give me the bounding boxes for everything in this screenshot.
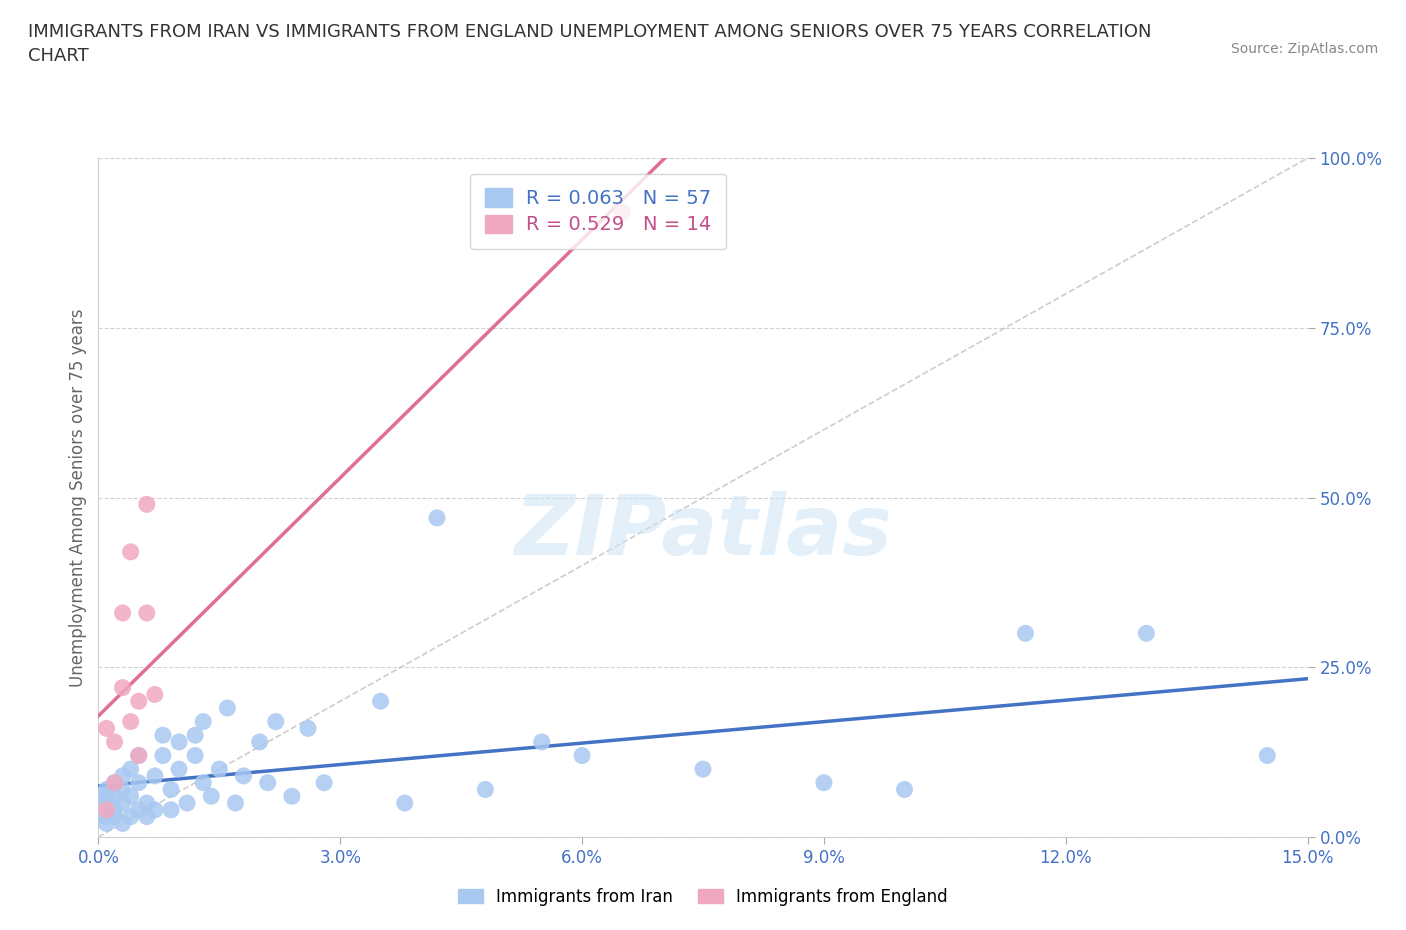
Point: [120, 809, 142, 824]
Point: [96, 796, 118, 811]
Point: [128, 776, 150, 790]
Text: Source: ZipAtlas.com: Source: ZipAtlas.com: [1230, 42, 1378, 56]
Point: [314, 776, 336, 790]
Point: [111, 816, 134, 830]
Point: [692, 762, 714, 777]
Point: [370, 694, 392, 709]
Point: [143, 687, 166, 702]
Point: [167, 762, 190, 777]
Point: [96, 816, 118, 830]
Point: [135, 497, 157, 512]
Point: [208, 762, 231, 777]
Legend: R = 0.063   N = 57, R = 0.529   N = 14: R = 0.063 N = 57, R = 0.529 N = 14: [470, 174, 725, 248]
Point: [120, 789, 142, 804]
Point: [96, 782, 118, 797]
Point: [612, 205, 634, 219]
Point: [264, 714, 287, 729]
Point: [128, 748, 150, 763]
Point: [281, 789, 304, 804]
Point: [143, 803, 166, 817]
Text: ZIPatlas: ZIPatlas: [515, 491, 891, 572]
Point: [193, 776, 215, 790]
Point: [103, 809, 125, 824]
Point: [176, 796, 198, 811]
Point: [160, 782, 183, 797]
Legend: Immigrants from Iran, Immigrants from England: Immigrants from Iran, Immigrants from En…: [451, 881, 955, 912]
Point: [1256, 748, 1278, 763]
Point: [152, 727, 174, 742]
Point: [232, 768, 254, 783]
Point: [135, 796, 157, 811]
Point: [571, 748, 593, 763]
Point: [143, 768, 166, 783]
Point: [135, 809, 157, 824]
Text: IMMIGRANTS FROM IRAN VS IMMIGRANTS FROM ENGLAND UNEMPLOYMENT AMONG SENIORS OVER : IMMIGRANTS FROM IRAN VS IMMIGRANTS FROM …: [28, 23, 1152, 65]
Point: [103, 735, 125, 750]
Point: [135, 605, 157, 620]
Point: [111, 796, 134, 811]
Point: [193, 714, 215, 729]
Point: [530, 735, 553, 750]
Point: [160, 803, 183, 817]
Point: [184, 748, 207, 763]
Point: [128, 694, 150, 709]
Point: [96, 789, 118, 804]
Point: [96, 803, 118, 817]
Point: [103, 803, 125, 817]
Point: [426, 511, 449, 525]
Point: [111, 768, 134, 783]
Point: [103, 776, 125, 790]
Point: [1135, 626, 1157, 641]
Point: [184, 727, 207, 742]
Point: [167, 735, 190, 750]
Point: [474, 782, 496, 797]
Point: [256, 776, 278, 790]
Point: [111, 782, 134, 797]
Point: [120, 544, 142, 559]
Point: [394, 796, 416, 811]
Point: [1014, 626, 1036, 641]
Point: [297, 721, 319, 736]
Point: [200, 789, 222, 804]
Point: [813, 776, 835, 790]
Point: [103, 789, 125, 804]
Point: [152, 748, 174, 763]
Y-axis label: Unemployment Among Seniors over 75 years: Unemployment Among Seniors over 75 years: [69, 309, 87, 686]
Point: [128, 803, 150, 817]
Point: [893, 782, 915, 797]
Point: [224, 796, 246, 811]
Point: [128, 748, 150, 763]
Point: [96, 721, 118, 736]
Point: [111, 605, 134, 620]
Point: [120, 762, 142, 777]
Point: [249, 735, 271, 750]
Point: [120, 714, 142, 729]
Point: [111, 680, 134, 695]
Point: [96, 809, 118, 824]
Point: [217, 700, 239, 715]
Point: [103, 776, 125, 790]
